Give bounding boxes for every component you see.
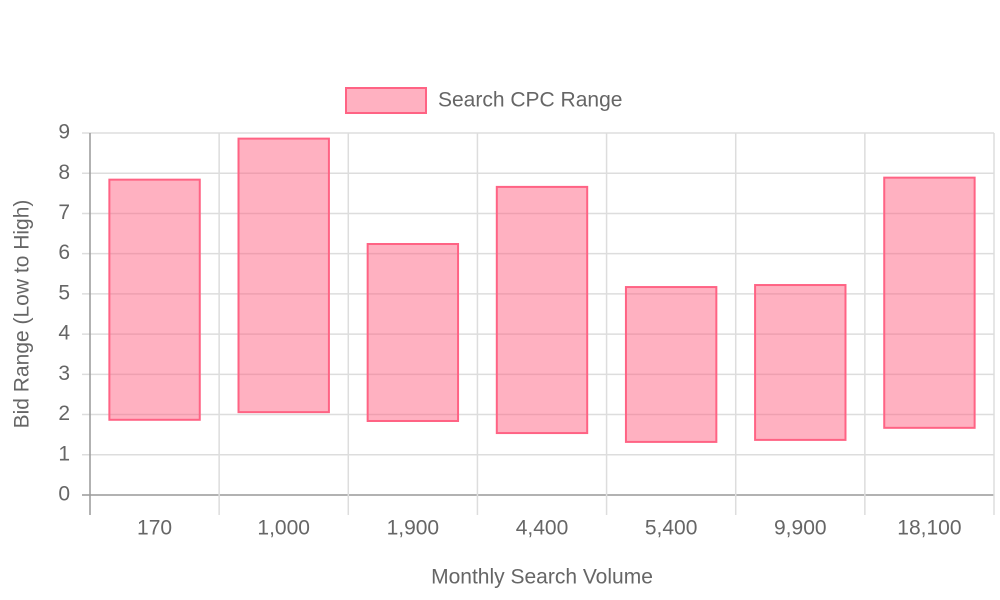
x-tick-label: 170	[137, 517, 172, 540]
x-tick-label: 1,900	[387, 517, 440, 540]
x-tick-label: 1,000	[257, 517, 310, 540]
bar	[883, 176, 976, 429]
x-tick-label: 4,400	[516, 517, 569, 540]
x-tick-label: 5,400	[645, 517, 698, 540]
bar	[754, 284, 847, 441]
x-axis-label: Monthly Search Volume	[431, 566, 653, 589]
y-tick-label: 7	[58, 201, 70, 224]
y-tick-label: 8	[58, 161, 70, 184]
y-tick-label: 0	[58, 483, 70, 506]
y-tick-label: 3	[58, 362, 70, 385]
y-axis-label: Bid Range (Low to High)	[11, 200, 34, 429]
y-tick-label: 6	[58, 241, 70, 264]
y-tick-label: 4	[58, 322, 70, 345]
bar	[624, 286, 718, 443]
legend-label: Search CPC Range	[438, 89, 622, 112]
bar	[237, 137, 330, 414]
bar	[495, 185, 589, 435]
y-tick-label: 9	[58, 121, 70, 144]
x-tick-label: 18,100	[897, 517, 961, 540]
y-tick-label: 5	[58, 281, 70, 304]
x-tick-label: 9,900	[774, 517, 827, 540]
bar	[108, 178, 201, 421]
legend-swatch	[345, 87, 427, 114]
y-tick-label: 2	[58, 402, 70, 425]
bar	[366, 243, 460, 422]
y-tick-label: 1	[58, 442, 70, 465]
